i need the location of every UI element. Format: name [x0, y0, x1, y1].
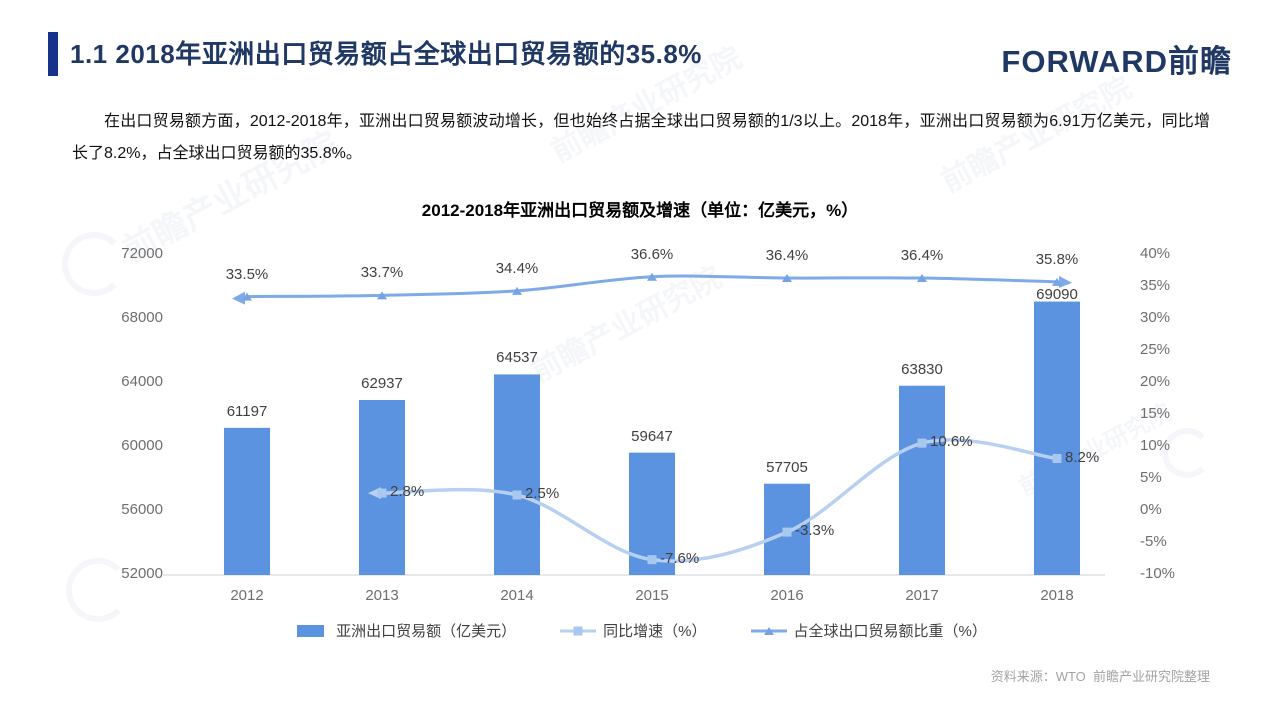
watermark-text: 前瞻产业研究院: [526, 261, 728, 389]
source-note: 资料来源：WTO 前瞻产业研究院整理: [990, 669, 1210, 684]
legend-item-triangle: 占全球出口贸易额比重（%）: [750, 620, 987, 641]
y-axis-right-tick: 40%: [1140, 245, 1171, 262]
share-point-marker-icon: [917, 274, 927, 283]
share-point-marker-icon: [377, 291, 387, 300]
share-point-marker-icon: [512, 286, 522, 295]
bar-2014: [494, 374, 540, 575]
share-value-label: 36.4%: [765, 247, 809, 265]
bar-value-label: 57705: [766, 458, 808, 476]
page-title: 1.1 2018年亚洲出口贸易额占全球出口贸易额的35.8%: [70, 39, 702, 69]
bar-2017: [899, 385, 945, 575]
growth-line: [381, 438, 1058, 563]
growth-point-marker-icon: [512, 490, 522, 500]
legend-item-square: 同比增速（%）: [560, 620, 707, 641]
y-axis-right-tick: 35%: [1140, 277, 1171, 294]
bar-value-label: 69090: [1036, 285, 1078, 303]
chart-title: 2012-2018年亚洲出口贸易额及增速（单位：亿美元，%）: [421, 201, 859, 220]
watermark-text: 前瞻产业研究院: [1014, 398, 1176, 502]
legend-label: 同比增速（%）: [603, 623, 707, 640]
x-axis-category-label: 2018: [1040, 587, 1074, 604]
x-axis-category-label: 2012: [230, 587, 264, 604]
growth-point-marker-icon: [377, 488, 387, 498]
bar-2015: [629, 452, 675, 575]
bar-2012: [224, 427, 270, 575]
legend-item-bar: 亚洲出口贸易额（亿美元）: [293, 620, 516, 641]
legend-label: 亚洲出口贸易额（亿美元）: [336, 623, 517, 640]
share-value-label: 36.6%: [630, 245, 674, 263]
y-axis-right-tick: 30%: [1140, 309, 1171, 326]
x-axis-category-label: 2016: [770, 587, 804, 604]
bar-value-label: 59647: [631, 427, 673, 445]
share-value-label: 35.8%: [1035, 250, 1079, 268]
share-value-label: 33.7%: [360, 264, 404, 282]
y-axis-right-tick: 25%: [1140, 341, 1171, 358]
growth-point-marker-icon: [647, 555, 657, 565]
x-axis-category-label: 2014: [500, 587, 534, 604]
x-axis-category-label: 2013: [365, 587, 399, 604]
bar-2016: [764, 483, 810, 575]
growth-point-marker-icon: [917, 438, 927, 448]
y-axis-left-tick: 68000: [121, 309, 163, 326]
chart-legend: 亚洲出口贸易额（亿美元） 同比增速（%） 占全球出口贸易额比重（%）: [0, 620, 1280, 641]
body-paragraph: 在出口贸易额方面，2012-2018年，亚洲出口贸易额波动增长，但也始终占据全球…: [72, 113, 1210, 162]
share-line-end-arrow-icon: [1059, 275, 1072, 288]
y-axis-left-tick: 56000: [121, 501, 163, 518]
growth-value-label: 2.8%: [390, 483, 425, 501]
y-axis-right-tick: 0%: [1140, 501, 1162, 518]
y-axis-left-tick: 64000: [121, 373, 163, 390]
growth-point-marker-icon: [782, 527, 792, 537]
growth-value-label: -7.6%: [660, 549, 700, 567]
growth-value-label: -3.3%: [795, 522, 835, 540]
share-point-marker-icon: [782, 274, 792, 283]
legend-bar-swatch-icon: [297, 624, 325, 637]
share-line-start-arrow-icon: [232, 291, 245, 305]
x-axis-category-label: 2015: [635, 587, 669, 604]
share-point-marker-icon: [1052, 277, 1062, 286]
bar-value-label: 62937: [361, 375, 403, 392]
legend-line-square-icon: [560, 626, 597, 635]
bar-value-label: 61197: [226, 402, 268, 420]
forward-logo: FORWARD前瞻: [1001, 44, 1232, 79]
share-value-label: 36.4%: [900, 247, 944, 265]
bar-value-label: 63830: [901, 360, 943, 378]
watermark-arc-icon: [1162, 428, 1212, 478]
share-value-label: 34.4%: [495, 259, 539, 277]
y-axis-right-tick: -10%: [1140, 565, 1176, 582]
title-accent-bar: [48, 32, 58, 76]
legend-label: 占全球出口贸易额比重（%）: [793, 623, 987, 640]
growth-value-label: 10.6%: [930, 433, 973, 451]
legend-line-triangle-icon: [750, 626, 787, 635]
x-axis-category-label: 2017: [905, 587, 939, 604]
growth-value-label: 2.5%: [525, 485, 560, 502]
y-axis-right-tick: -5%: [1140, 533, 1167, 550]
watermark-arc-icon: [62, 232, 126, 296]
watermark-arc-icon: [66, 558, 130, 622]
bar-2013: [359, 400, 405, 575]
growth-line-start-arrow-icon: [368, 487, 381, 500]
share-point-marker-icon: [242, 292, 252, 301]
y-axis-left-tick: 60000: [121, 437, 163, 454]
y-axis-right-tick: 20%: [1140, 373, 1171, 390]
share-value-label: 33.5%: [225, 265, 269, 283]
